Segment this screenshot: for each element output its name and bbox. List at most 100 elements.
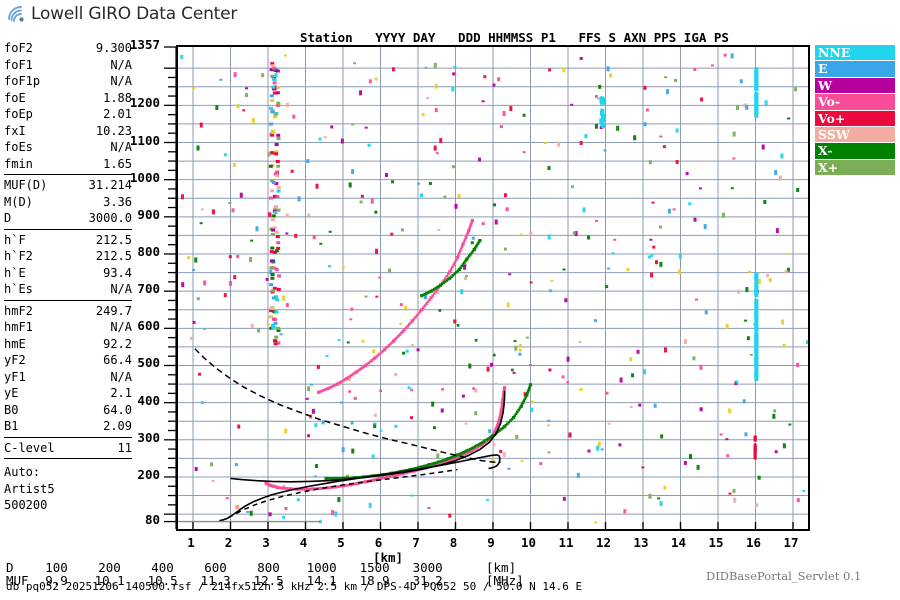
param-value: N/A <box>110 369 132 384</box>
param-value: N/A <box>110 74 132 88</box>
param-key: yE <box>4 386 19 400</box>
param-row: h`Es N/A <box>4 281 132 298</box>
param-row: fxI 10.23 <box>4 123 132 140</box>
param-value: 31.214 <box>88 178 132 192</box>
d-scale-row: D 100 200 400 600 800 1000 1500 3000 [km] <box>6 560 900 575</box>
param-value: 212.5 <box>95 249 132 263</box>
brand-title: Lowell GIRO Data Center <box>31 4 238 24</box>
param-key: B1 <box>4 419 19 433</box>
d-scale-value: 800 <box>257 560 280 575</box>
param-value: 93.4 <box>103 265 132 280</box>
legend-item-vo-[interactable]: Vo- <box>815 94 895 111</box>
y-tick-label: 300 <box>137 429 160 445</box>
autoscaler-line: Auto: <box>4 465 41 479</box>
x-axis-ticks <box>192 522 794 529</box>
param-row: foE 1.88 <box>4 90 132 107</box>
param-row: hmF2 249.7 <box>4 303 132 320</box>
file-footer: db pq052 20251206 140500.rsf / 214fx512h… <box>6 580 583 593</box>
x-tick-label: 4 <box>299 535 308 550</box>
legend-item-e[interactable]: E <box>815 61 895 78</box>
d-scale-value: 100 <box>45 560 68 575</box>
profile-curve-layer <box>178 348 506 523</box>
param-key: foF2 <box>4 41 33 55</box>
param-key: hmF1 <box>4 320 33 334</box>
param-row: MUF(D) 31.214 <box>4 177 132 194</box>
d-scale-label: D <box>6 560 14 575</box>
param-row: foF2 9.300 <box>4 40 132 57</box>
y-tick-label: 400 <box>137 392 160 408</box>
param-divider <box>4 174 132 175</box>
param-value: 3.36 <box>103 194 132 209</box>
param-key: hmF2 <box>4 303 33 318</box>
brand-logo[interactable]: Lowell GIRO Data Center <box>6 4 237 24</box>
d-scale-unit: [km] <box>486 560 517 575</box>
param-value: 2.09 <box>103 419 132 433</box>
ionogram-plot[interactable] <box>176 45 810 531</box>
x-tick-label: 10 <box>520 535 537 550</box>
param-row: foEp 2.01 <box>4 106 132 123</box>
x-tick-label: 11 <box>558 535 574 550</box>
param-divider <box>4 228 132 230</box>
muf-scale-value: 12.5 <box>253 573 284 588</box>
y-tick-label: 1357 <box>129 37 160 52</box>
legend-item-ssw[interactable]: SSW <box>815 126 895 144</box>
autoscaler-line: 500200 <box>4 498 48 512</box>
d-scale-value: 1000 <box>306 560 337 575</box>
param-row: hmF1 N/A <box>4 319 132 336</box>
param-value: 1.65 <box>103 156 132 171</box>
y-axis-tick-marks <box>164 46 178 529</box>
param-key: foF1 <box>4 57 33 72</box>
param-key: M(D) <box>4 194 33 209</box>
autoscaler-info: Auto: Artist5 500200 <box>4 464 132 514</box>
param-key: foF1p <box>4 74 41 88</box>
param-row: D 3000.0 <box>4 210 132 227</box>
d-scale-value: 200 <box>98 560 121 575</box>
d-scale-value: 1500 <box>359 560 390 575</box>
param-key: h`E <box>4 265 26 280</box>
x-tick-label: 2 <box>224 535 233 550</box>
param-row: foEs N/A <box>4 139 132 156</box>
param-row: h`F 212.5 <box>4 232 132 249</box>
param-row: h`E 93.4 <box>4 265 132 282</box>
param-value: 10.23 <box>95 123 132 138</box>
param-divider <box>4 436 132 438</box>
param-value: N/A <box>110 57 132 72</box>
param-row: B1 2.09 <box>4 418 132 435</box>
param-value: 249.7 <box>95 303 132 318</box>
brand-dot <box>19 17 24 22</box>
legend-item-x-[interactable]: X- <box>815 143 895 160</box>
muf-scale-value: 9.9 <box>45 573 68 588</box>
header-columns: Station YYYY DAY DDD HHMMSS P1 FFS S AXN… <box>300 30 729 45</box>
param-key: foE <box>4 90 26 105</box>
legend-item-nne[interactable]: NNE <box>815 45 895 62</box>
y-tick-label: 1200 <box>129 95 160 111</box>
y-tick-label: 1000 <box>129 169 160 185</box>
muf-scale-row: MUF 9.9 10.1 10.5 11.3 12.5 14.1 18.9 31.2 [MHz] <box>6 573 900 588</box>
x-tick-label: 16 <box>745 535 762 550</box>
param-value: 2.1 <box>110 386 132 400</box>
param-key: fxI <box>4 123 26 138</box>
d-scale-value: 400 <box>151 560 174 575</box>
param-value: N/A <box>110 320 132 334</box>
legend-item-x-[interactable]: X+ <box>815 159 895 177</box>
polarization-legend[interactable]: NNE E W Vo- Vo+ SSW X- X+ <box>814 44 896 178</box>
wifi-waves-icon <box>8 6 24 22</box>
param-value: 3000.0 <box>88 211 132 225</box>
param-row: fmin 1.65 <box>4 156 132 173</box>
param-value: 9.300 <box>95 41 132 55</box>
grid-lines <box>178 47 808 529</box>
param-row: C-level 11 <box>4 440 132 457</box>
legend-item-w[interactable]: W <box>815 77 895 95</box>
x-tick-label: 13 <box>633 535 649 550</box>
param-row: M(D) 3.36 <box>4 194 132 211</box>
echo-trace-layer <box>264 218 533 491</box>
param-key: fmin <box>4 156 33 171</box>
y-tick-label: 80 <box>144 511 160 527</box>
echo-scatter-layer <box>180 53 808 524</box>
d-scale-value: 3000 <box>412 560 443 575</box>
param-row: foF1 N/A <box>4 57 132 74</box>
param-value: 92.2 <box>103 336 132 351</box>
legend-item-vo-[interactable]: Vo+ <box>815 110 895 127</box>
x-tick-label: 3 <box>262 535 270 550</box>
